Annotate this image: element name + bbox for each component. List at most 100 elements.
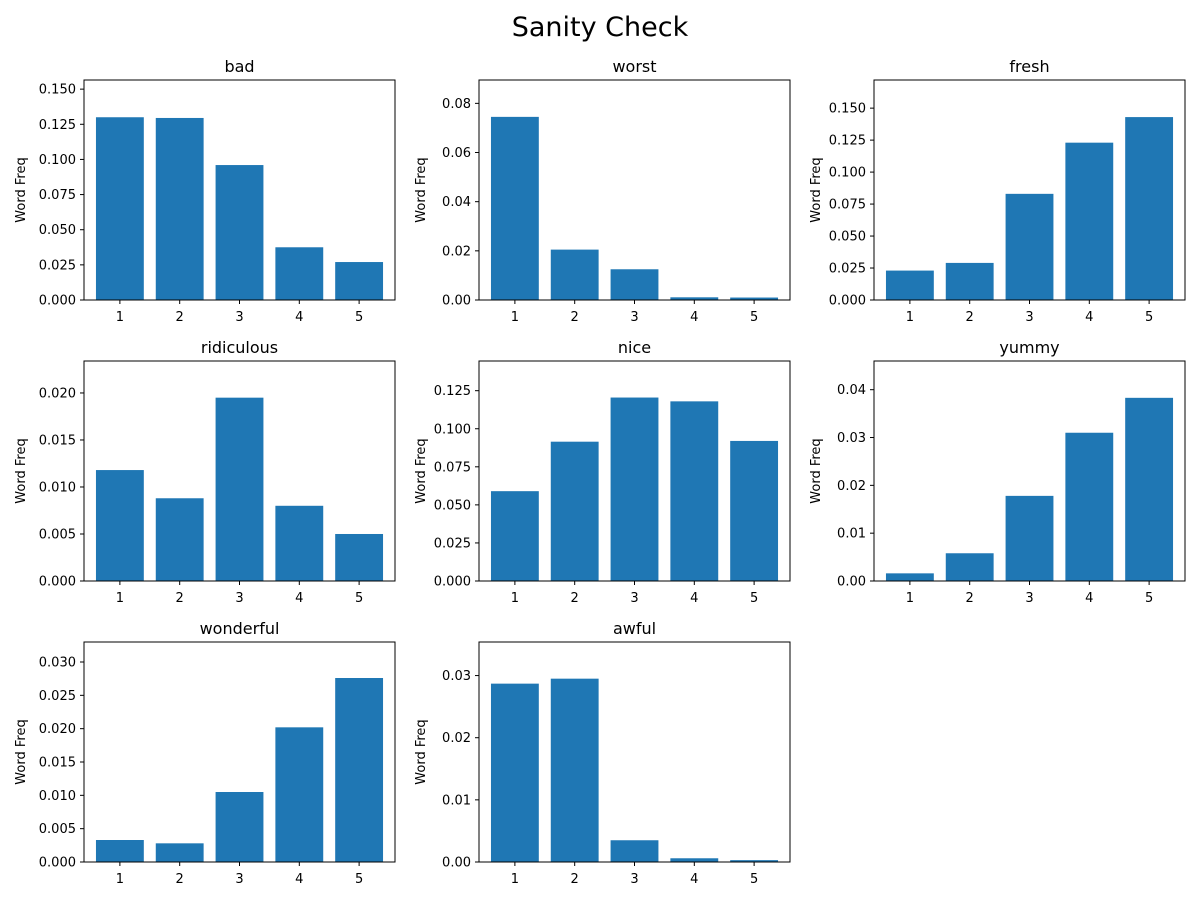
bar-awful-4	[670, 858, 719, 862]
bar-yummy-5	[1125, 397, 1174, 581]
x-tick-label: 1	[116, 310, 124, 325]
x-tick-label: 1	[906, 591, 914, 606]
y-axis-label: Word Freq	[809, 438, 824, 503]
x-tick-label: 2	[176, 310, 184, 325]
x-tick-label: 2	[571, 310, 579, 325]
y-tick-label: 0.100	[434, 422, 471, 437]
x-tick-label: 5	[750, 310, 758, 325]
x-tick-label: 5	[355, 591, 363, 606]
bar-yummy-1	[885, 573, 934, 581]
y-tick-label: 0.04	[442, 195, 471, 210]
x-tick-label: 2	[571, 872, 579, 887]
subplot-title: nice	[618, 338, 651, 357]
x-tick-label: 4	[1085, 310, 1093, 325]
x-tick-label: 4	[690, 310, 698, 325]
x-tick-label: 2	[176, 591, 184, 606]
y-axis-label: Word Freq	[14, 157, 29, 222]
y-tick-label: 0.025	[434, 536, 471, 551]
x-tick-label: 4	[295, 872, 303, 887]
bar-wonderful-5	[335, 678, 384, 862]
x-tick-label: 5	[1145, 591, 1153, 606]
x-tick-label: 1	[511, 872, 519, 887]
bar-worst-1	[490, 116, 539, 301]
subplot-worst: 0.00 0.02 0.04 0.06 0.08 1 2 3 4 5 worst Word Freq	[414, 57, 791, 325]
y-tick-label: 0.025	[39, 689, 76, 704]
x-tick-label: 2	[571, 591, 579, 606]
x-tick-label: 3	[630, 872, 638, 887]
subplot-title: bad	[224, 57, 254, 76]
y-axis-label: Word Freq	[414, 438, 429, 503]
x-tick-label: 3	[235, 310, 243, 325]
bar-fresh-3	[1005, 193, 1054, 300]
subplot-wonderful: 0.000 0.005 0.010 0.015 0.020 0.025 0.030 1 2 3 4 5…	[14, 619, 396, 887]
x-tick-label: 3	[1025, 310, 1033, 325]
y-tick-label: 0.050	[829, 230, 866, 245]
x-tick-label: 5	[355, 872, 363, 887]
y-tick-label: 0.000	[39, 856, 76, 871]
y-tick-label: 0.100	[829, 166, 866, 181]
bar-fresh-1	[885, 270, 934, 300]
bar-yummy-2	[945, 553, 994, 581]
y-tick-label: 0.00	[837, 575, 866, 590]
bar-worst-4	[670, 297, 719, 300]
y-tick-label: 0.005	[39, 822, 76, 837]
x-tick-label: 5	[750, 591, 758, 606]
bar-bad-4	[275, 247, 324, 300]
y-tick-label: 0.125	[39, 118, 76, 133]
y-tick-label: 0.06	[442, 146, 471, 161]
y-tick-label: 0.015	[39, 756, 76, 771]
x-tick-label: 3	[235, 872, 243, 887]
y-axis-label: Word Freq	[809, 157, 824, 222]
y-tick-label: 0.00	[442, 856, 471, 871]
y-tick-label: 0.02	[837, 479, 866, 494]
y-tick-label: 0.030	[39, 656, 76, 671]
y-axis-label: Word Freq	[414, 157, 429, 222]
x-tick-label: 3	[235, 591, 243, 606]
bar-nice-4	[670, 401, 719, 581]
bar-bad-3	[215, 165, 264, 300]
y-axis-label: Word Freq	[14, 719, 29, 784]
x-tick-label: 4	[690, 591, 698, 606]
y-tick-label: 0.050	[434, 498, 471, 513]
y-axis-label: Word Freq	[14, 438, 29, 503]
y-tick-label: 0.075	[829, 198, 866, 213]
subplot-fresh: 0.000 0.025 0.050 0.075 0.100 0.125 0.150 1 2 3 4 5…	[809, 57, 1186, 325]
subplot-awful: 0.00 0.01 0.02 0.03 1 2 3 4 5 awful Word Freq	[414, 619, 791, 887]
y-tick-label: 0.04	[837, 383, 866, 398]
subplot-nice: 0.000 0.025 0.050 0.075 0.100 0.125 1 2 3 4 5 nice W…	[414, 338, 791, 606]
bar-awful-5	[730, 860, 779, 862]
x-tick-label: 1	[116, 591, 124, 606]
y-tick-label: 0.08	[442, 97, 471, 112]
x-tick-label: 2	[966, 591, 974, 606]
subplot-yummy: 0.00 0.01 0.02 0.03 0.04 1 2 3 4 5 yummy Word Freq	[809, 338, 1186, 606]
x-tick-label: 3	[630, 310, 638, 325]
bar-bad-1	[95, 117, 144, 300]
x-tick-label: 3	[1025, 591, 1033, 606]
bar-worst-2	[550, 249, 599, 300]
subplot-title: worst	[612, 57, 656, 76]
bar-awful-2	[550, 678, 599, 862]
bar-bad-2	[155, 117, 204, 301]
y-tick-label: 0.005	[39, 527, 76, 542]
bar-bad-5	[335, 262, 384, 300]
bar-yummy-4	[1065, 432, 1114, 581]
subplot-ridiculous: 0.000 0.005 0.010 0.015 0.020 1 2 3 4 5 ridiculous…	[14, 338, 396, 606]
bar-fresh-5	[1125, 117, 1174, 300]
x-tick-label: 5	[1145, 310, 1153, 325]
y-tick-label: 0.01	[837, 527, 866, 542]
y-tick-label: 0.02	[442, 244, 471, 259]
y-tick-label: 0.050	[39, 223, 76, 238]
subplot-bad: 0.000 0.025 0.050 0.075 0.100 0.125 0.150 1 2 3 4 5…	[14, 57, 396, 325]
y-tick-label: 0.150	[829, 102, 866, 117]
subplot-title: wonderful	[200, 619, 280, 638]
bar-wonderful-2	[155, 843, 204, 862]
bar-yummy-3	[1005, 495, 1054, 581]
x-tick-label: 3	[630, 591, 638, 606]
y-tick-label: 0.075	[39, 188, 76, 203]
x-tick-label: 1	[116, 872, 124, 887]
bar-nice-3	[610, 397, 659, 581]
x-tick-label: 2	[176, 872, 184, 887]
y-tick-label: 0.020	[39, 722, 76, 737]
y-tick-label: 0.150	[39, 83, 76, 98]
